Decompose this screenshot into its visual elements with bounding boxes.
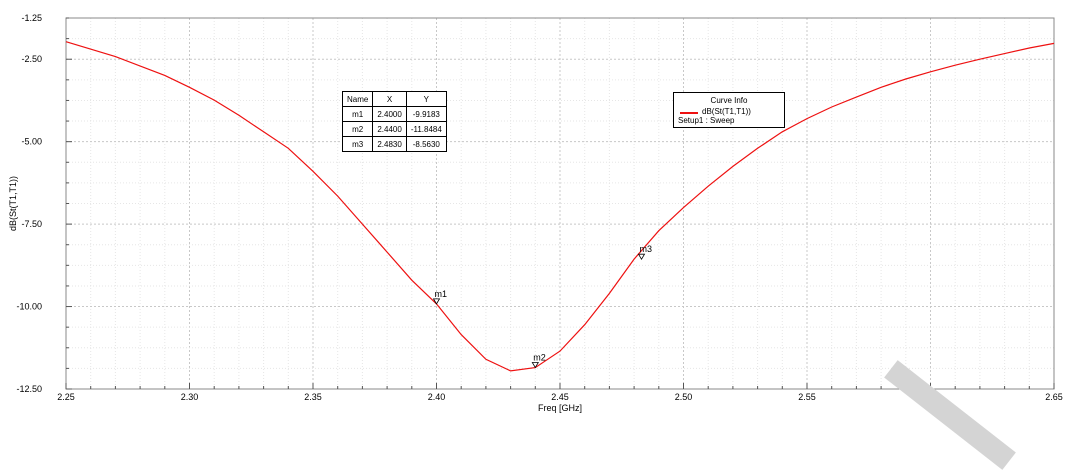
y-tick-label: -10.00 [16,302,42,312]
marker-label: m3 [640,244,653,254]
marker-triangle [637,253,646,260]
marker-table-cell: m3 [341,136,374,152]
grid [65,17,1055,390]
y-tick-label: -5.00 [21,137,42,147]
marker-table-header-y: Y [405,91,447,107]
marker-triangle [531,362,540,369]
marker-table-cell: -8.5630 [405,136,447,152]
marker-table-cell: m2 [341,121,374,137]
chart: 2.252.302.352.402.452.502.552.602.65-1.2… [8,13,1063,413]
marker-table-header-name: Name [341,91,374,107]
x-axis-title: Freq [GHz] [538,403,582,413]
marker-table-cell: -9.9183 [405,106,447,122]
axis-ticks [65,17,1055,390]
x-tick-label: 2.25 [57,392,75,402]
legend: Curve Info dB(St(T1,T1)) Setup1 : Sweep [673,92,785,128]
marker-table-cell: 2.4830 [372,136,407,152]
marker-table-cell: 2.4400 [372,121,407,137]
x-tick-label: 2.50 [675,392,693,402]
x-tick-label: 2.40 [428,392,446,402]
legend-swatch [680,112,698,114]
x-tick-label: 2.65 [1045,392,1063,402]
marker-table-header-x: X [372,91,407,107]
y-tick-label: -7.50 [21,219,42,229]
marker-table: Name X Y m1 2.4000 -9.9183 m2 2.4400 -11… [341,91,447,152]
y-axis-title: dB(St(T1,T1)) [8,176,18,231]
x-tick-label: 2.55 [798,392,816,402]
marker-label: m2 [533,353,546,363]
marker-table-cell: 2.4000 [372,106,407,122]
marker-label: m1 [435,289,448,299]
x-tick-label: 2.45 [551,392,569,402]
marker-triangle [432,298,441,305]
series-line-st11 [65,41,1055,372]
legend-series-label: dB(St(T1,T1)) [702,107,751,116]
legend-title: Curve Info [710,96,748,105]
y-tick-label: -12.50 [16,384,42,394]
marker-table-row: m1 2.4000 -9.9183 [341,106,447,122]
legend-subtitle: Setup1 : Sweep [678,116,735,125]
marker-table-cell: -11.8484 [405,121,447,137]
x-tick-label: 2.30 [181,392,199,402]
x-tick-label: 2.35 [304,392,322,402]
marker-table-cell: m1 [341,106,374,122]
y-tick-label: -1.25 [21,13,42,23]
y-tick-label: -2.50 [21,54,42,64]
marker-table-row: m2 2.4400 -11.8484 [341,121,447,137]
markers: m1 m2 m3 [432,244,653,369]
marker-table-header: Name X Y [341,91,447,107]
marker-table-row: m3 2.4830 -8.5630 [341,136,447,152]
